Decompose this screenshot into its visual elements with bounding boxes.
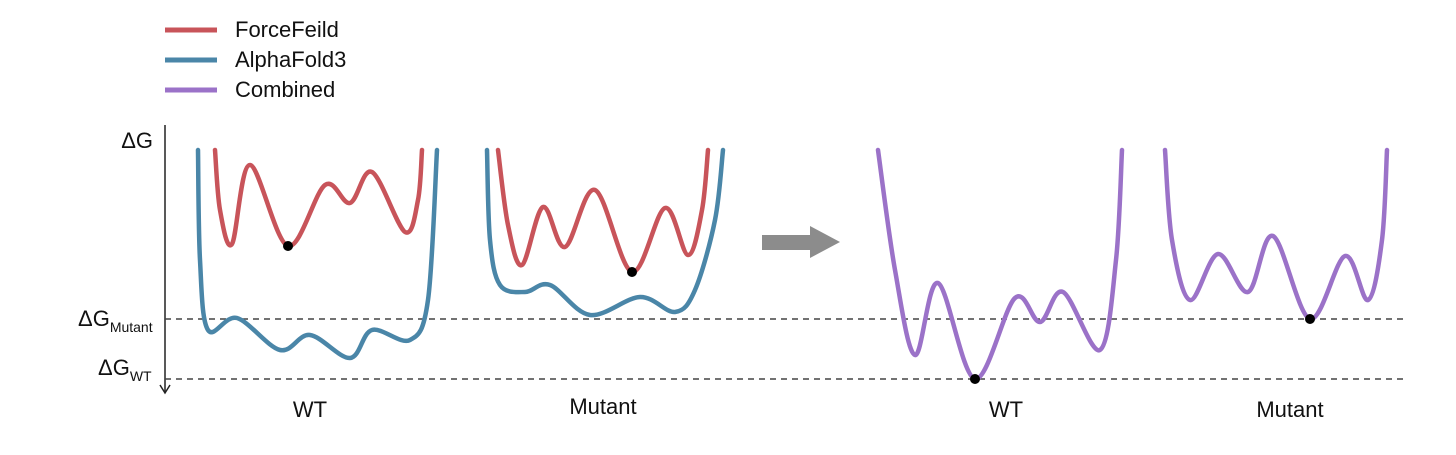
panel-label: Mutant xyxy=(569,394,636,419)
level-symbol: ΔG xyxy=(78,306,110,331)
level-subscript: WT xyxy=(130,368,152,384)
energy-curve xyxy=(212,147,425,249)
energy-curve xyxy=(875,147,1125,382)
minimum-dot xyxy=(1305,314,1315,324)
level-subscript: Mutant xyxy=(110,319,153,335)
energy-curve xyxy=(484,147,726,318)
panel-label: Mutant xyxy=(1256,397,1323,422)
level-label: ΔGMutant xyxy=(78,306,153,335)
minimum-dot xyxy=(970,374,980,384)
energy-curve xyxy=(195,147,440,361)
minimum-dot xyxy=(283,241,293,251)
energy-curve xyxy=(495,147,711,275)
panel-label: WT xyxy=(989,397,1023,422)
energy-curve xyxy=(1162,147,1390,322)
axis-arrow xyxy=(159,384,171,395)
level-symbol: ΔG xyxy=(98,355,130,380)
axis-label: ΔG xyxy=(121,128,153,153)
panel-label: WT xyxy=(293,397,327,422)
legend-label: ForceFeild xyxy=(235,17,339,42)
transition-arrow xyxy=(762,226,840,258)
level-label: ΔGWT xyxy=(98,355,152,384)
legend-label: Combined xyxy=(235,77,335,102)
minimum-dot xyxy=(627,267,637,277)
legend-label: AlphaFold3 xyxy=(235,47,346,72)
